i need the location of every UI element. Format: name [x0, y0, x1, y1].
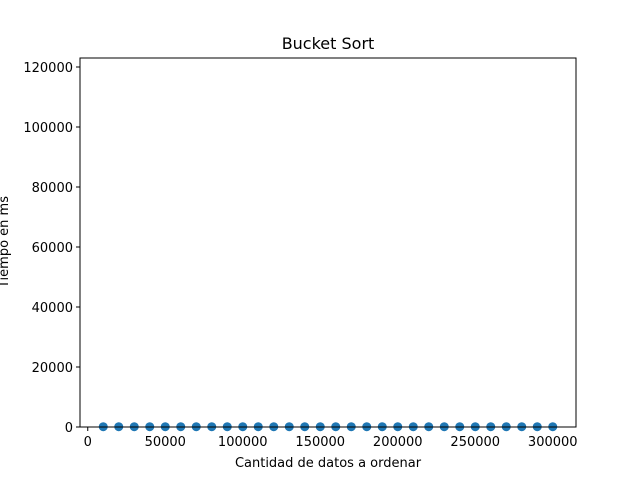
x-tick-label: 100000: [218, 435, 268, 450]
y-tick-label: 40000: [32, 301, 73, 316]
y-tick-label: 0: [65, 421, 73, 436]
y-tick-label: 80000: [32, 181, 73, 196]
x-axis: 0 50000 100000 150000 200000 250000 300000: [84, 427, 578, 450]
y-tick-label: 60000: [32, 241, 73, 256]
x-tick-label: 300000: [528, 435, 578, 450]
y-tick-label: 120000: [23, 61, 73, 76]
y-axis: 0 20000 40000 60000 80000 100000 120000: [23, 61, 80, 436]
x-tick-label: 250000: [450, 435, 500, 450]
x-axis-label: Cantidad de datos a ordenar: [235, 456, 422, 471]
x-tick-label: 0: [84, 435, 92, 450]
chart-title: Bucket Sort: [282, 34, 375, 53]
x-tick-label: 50000: [145, 435, 186, 450]
y-tick-label: 100000: [23, 121, 73, 136]
x-tick-label: 150000: [295, 435, 345, 450]
y-axis-label: Tiempo en ms: [0, 196, 12, 289]
x-tick-label: 200000: [373, 435, 423, 450]
y-tick-label: 20000: [32, 361, 73, 376]
plot-frame: [79, 57, 577, 428]
